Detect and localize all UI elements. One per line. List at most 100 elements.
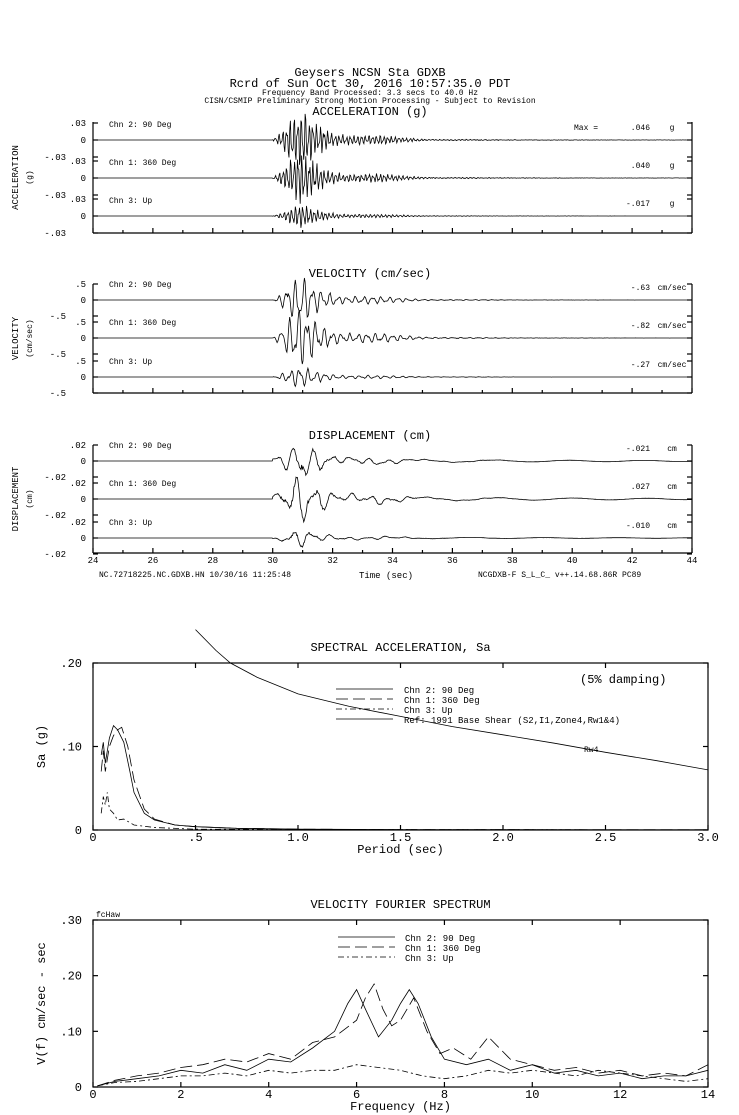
y-tick-label: -.5 bbox=[50, 389, 66, 399]
max-unit: g bbox=[670, 124, 675, 133]
x-tick-label: 10 bbox=[525, 1088, 539, 1102]
time-panel-0: ACCELERATION (g) ACCELERATION (g) .03 0 -.03 C… bbox=[11, 105, 693, 239]
y-tick-label: -.02 bbox=[44, 550, 66, 560]
processing-note: CISN/CSMIP Preliminary Strong Motion Pro… bbox=[204, 97, 535, 106]
y-tick-label: -.03 bbox=[44, 153, 66, 163]
legend-label: Chn 1: 360 Deg bbox=[405, 944, 481, 954]
channel-label: Chn 2: 90 Deg bbox=[109, 281, 172, 290]
time-tick-label: 44 bbox=[687, 556, 698, 566]
y-tick-label: -.5 bbox=[50, 312, 66, 322]
y-tick-label: 0 bbox=[81, 534, 86, 544]
channel-label: Chn 1: 360 Deg bbox=[109, 159, 176, 168]
y-tick-label: .30 bbox=[60, 914, 82, 928]
y-tick-label: 0 bbox=[75, 824, 82, 838]
max-unit: cm bbox=[667, 445, 677, 454]
panel-ylabel: ACCELERATION bbox=[11, 145, 21, 210]
y-tick-label: .03 bbox=[70, 195, 86, 205]
panel-title: VELOCITY (cm/sec) bbox=[309, 267, 431, 281]
x-tick-label: 14 bbox=[701, 1088, 715, 1102]
max-value: -.63 bbox=[631, 284, 650, 293]
panel-ylabel: VELOCITY bbox=[11, 316, 21, 360]
legend-label: Chn 3: Up bbox=[405, 954, 454, 964]
x-tick-label: 6 bbox=[353, 1088, 360, 1102]
max-unit: cm bbox=[667, 483, 677, 492]
x-tick-label: 12 bbox=[613, 1088, 627, 1102]
band-text: Frequency Band Processed: 3.3 secs to 40… bbox=[262, 89, 478, 98]
legend-label: Chn 2: 90 Deg bbox=[404, 686, 474, 696]
curve-label: Rw4 bbox=[584, 746, 599, 755]
time-tick-label: 32 bbox=[327, 556, 338, 566]
series-line-3 bbox=[195, 629, 708, 771]
x-tick-label: 2.5 bbox=[595, 831, 617, 845]
time-tick-label: 42 bbox=[627, 556, 638, 566]
time-tick-label: 26 bbox=[147, 556, 158, 566]
channel-label: Chn 2: 90 Deg bbox=[109, 442, 172, 451]
panel-yunit: (g) bbox=[26, 170, 35, 184]
plot-frame bbox=[92, 662, 709, 831]
y-tick-label: 0 bbox=[81, 174, 86, 184]
x-tick-label: 8 bbox=[441, 1088, 448, 1102]
record-title: Rcrd of Sun Oct 30, 2016 10:57:35.0 PDT bbox=[230, 77, 511, 91]
max-value: -.017 bbox=[626, 200, 650, 209]
time-tick-label: 34 bbox=[387, 556, 398, 566]
max-value: -.27 bbox=[631, 361, 650, 370]
trace-0-0 bbox=[93, 113, 692, 165]
max-unit: cm/sec bbox=[658, 361, 687, 370]
station-title: Geysers NCSN Sta GDXB bbox=[294, 66, 445, 80]
series-line-0 bbox=[97, 988, 708, 1087]
max-value: .027 bbox=[631, 483, 650, 492]
trace-2-0 bbox=[93, 447, 692, 477]
time-panel-2: DISPLACEMENT (cm) DISPLACEMENT (cm) .02 0 -.0… bbox=[11, 429, 693, 560]
y-tick-label: 0 bbox=[81, 334, 86, 344]
x-tick-label: .5 bbox=[188, 831, 202, 845]
channel-label: Chn 2: 90 Deg bbox=[109, 121, 172, 130]
max-unit: cm/sec bbox=[658, 284, 687, 293]
max-value: .046 bbox=[631, 124, 650, 133]
legend-label: Chn 1: 360 Deg bbox=[404, 696, 480, 706]
x-axis-label: Frequency (Hz) bbox=[350, 1100, 451, 1114]
max-unit: cm bbox=[667, 522, 677, 531]
time-panel-1: VELOCITY (cm/sec) VELOCITY (cm/sec) .5 0 -.5 C… bbox=[11, 267, 693, 399]
y-tick-label: -.03 bbox=[44, 191, 66, 201]
max-value: -.82 bbox=[631, 322, 650, 331]
y-tick-label: 0 bbox=[81, 296, 86, 306]
channel-label: Chn 1: 360 Deg bbox=[109, 319, 176, 328]
time-axis: 24 26 28 30 32 34 36 38 40 42 44 Time (sec) NC.72718… bbox=[88, 556, 698, 581]
series-line-2 bbox=[97, 1064, 708, 1087]
panel-ylabel: DISPLACEMENT bbox=[11, 466, 21, 531]
y-tick-label: .20 bbox=[60, 970, 82, 984]
time-tick-label: 36 bbox=[447, 556, 458, 566]
y-tick-label: -.03 bbox=[44, 229, 66, 239]
max-unit: g bbox=[670, 200, 675, 209]
max-value: .040 bbox=[631, 162, 650, 171]
channel-label: Chn 1: 360 Deg bbox=[109, 480, 176, 489]
y-tick-label: .20 bbox=[60, 657, 82, 671]
y-tick-label: 0 bbox=[81, 136, 86, 146]
y-tick-label: .03 bbox=[70, 119, 86, 129]
max-prefix: Max = bbox=[574, 124, 598, 133]
channel-label: Chn 3: Up bbox=[109, 197, 152, 206]
y-tick-label: -.02 bbox=[44, 473, 66, 483]
legend-label: Chn 3: Up bbox=[404, 706, 453, 716]
trace-1-1 bbox=[93, 309, 692, 365]
y-tick-label: 0 bbox=[81, 457, 86, 467]
y-tick-label: 0 bbox=[81, 495, 86, 505]
trace-1-0 bbox=[93, 277, 692, 318]
chart-title: SPECTRAL ACCELERATION, Sa bbox=[310, 641, 490, 655]
fourier-spectrum-chart: VELOCITY FOURIER SPECTRUM Frequency (Hz) V… bbox=[35, 898, 715, 1114]
y-tick-label: .5 bbox=[75, 357, 86, 367]
y-tick-label: .03 bbox=[70, 157, 86, 167]
x-tick-label: 1.0 bbox=[287, 831, 309, 845]
time-tick-label: 38 bbox=[507, 556, 518, 566]
footer-right: NCGDXB-F S_L_C_ v++.14.68.86R PC89 bbox=[478, 571, 641, 580]
y-axis-label: V(f) cm/sec - sec bbox=[35, 942, 49, 1064]
damping-annotation: (5% damping) bbox=[580, 673, 666, 687]
trace-2-1 bbox=[93, 476, 692, 524]
header: Geysers NCSN Sta GDXB Rcrd of Sun Oct 30… bbox=[204, 66, 535, 106]
chart-title: VELOCITY FOURIER SPECTRUM bbox=[310, 898, 490, 912]
y-axis-label: Sa (g) bbox=[35, 725, 49, 768]
channel-label: Chn 3: Up bbox=[109, 519, 152, 528]
trace-0-2 bbox=[93, 205, 692, 228]
y-tick-label: .02 bbox=[70, 518, 86, 528]
